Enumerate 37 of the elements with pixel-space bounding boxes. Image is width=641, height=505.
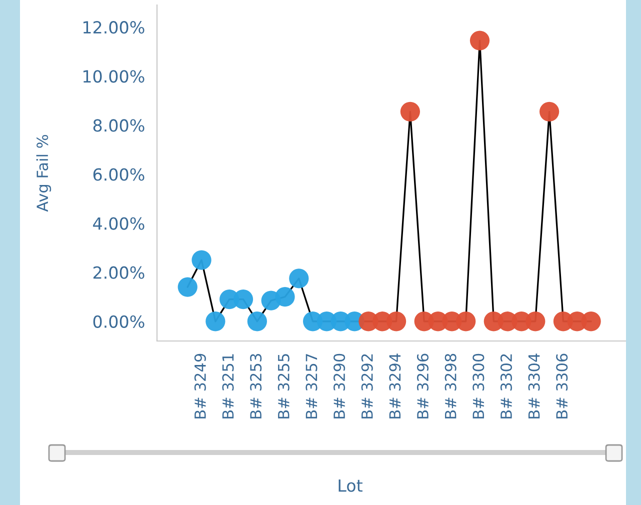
- x-tick-label: B# 3290: [334, 354, 346, 418]
- y-tick-label: 0.00%: [93, 315, 144, 328]
- x-tick-label: B# 3298: [444, 354, 456, 418]
- x-tick-label: B# 3296: [416, 354, 429, 418]
- point: [192, 250, 212, 270]
- y-axis-title: Avg Fail %: [36, 134, 52, 212]
- y-tick-label: 6.00%: [93, 168, 144, 181]
- point: [289, 268, 309, 288]
- y-tick-label: 2.00%: [93, 266, 144, 279]
- y-tick-label: 10.00%: [83, 70, 144, 83]
- point: [470, 30, 490, 50]
- x-tick-label: B# 3257: [306, 354, 318, 418]
- point: [206, 312, 226, 332]
- y-tick-label: 12.00%: [83, 21, 144, 34]
- x-tick-label: B# 3306: [556, 354, 568, 418]
- x-tick-label: B# 3255: [278, 354, 290, 418]
- point: [247, 312, 267, 332]
- x-tick-label: B# 3302: [500, 354, 512, 418]
- point: [386, 312, 406, 332]
- point: [400, 102, 420, 122]
- x-tick-label: B# 3253: [250, 354, 262, 418]
- y-tick-label: 4.00%: [93, 217, 144, 230]
- y-tick-label: 8.00%: [93, 119, 144, 132]
- x-tick-label: B# 3300: [472, 354, 484, 418]
- point: [456, 312, 476, 332]
- x-tick-label: B# 3292: [361, 354, 373, 418]
- point: [581, 312, 601, 332]
- x-axis-title: Lot: [338, 479, 362, 492]
- x-tick-label: B# 3249: [194, 354, 206, 418]
- x-tick-label: B# 3251: [222, 354, 234, 418]
- point: [275, 287, 295, 307]
- point: [233, 289, 254, 310]
- point: [526, 312, 546, 332]
- point: [178, 277, 198, 297]
- x-tick-label: B# 3304: [528, 354, 540, 418]
- x-tick-label: B# 3294: [389, 354, 401, 418]
- point: [539, 102, 560, 122]
